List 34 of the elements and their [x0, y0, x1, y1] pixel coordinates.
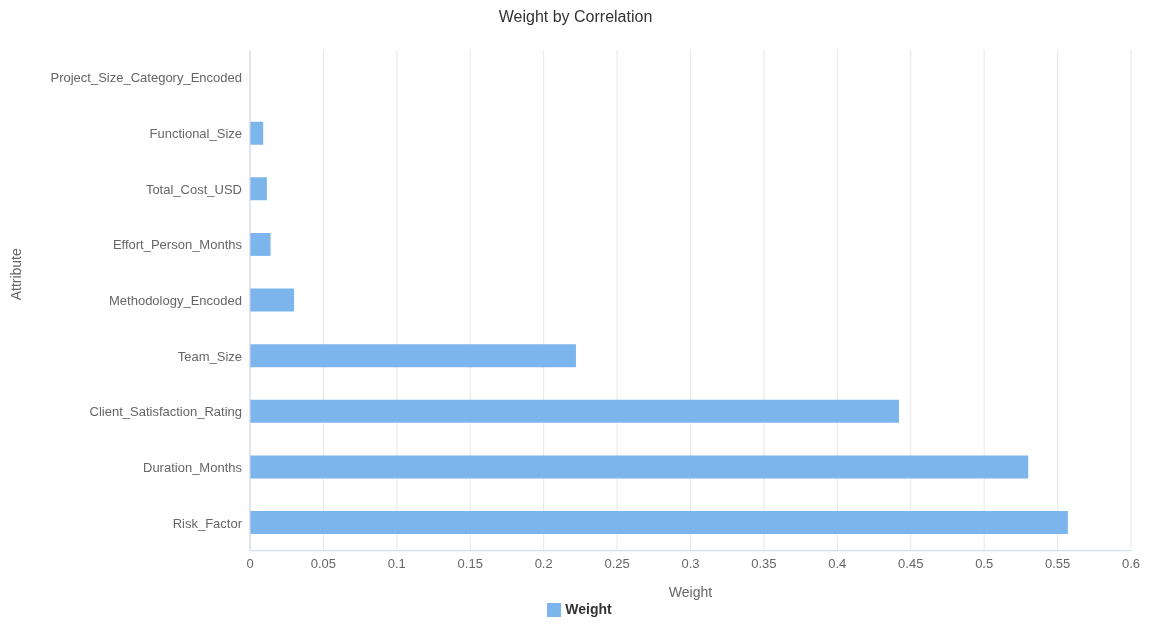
bar — [250, 455, 1029, 479]
x-tick-label: 0 — [246, 555, 254, 571]
y-axis-title: Attribute — [7, 248, 24, 301]
y-tick-label: Methodology_Encoded — [109, 292, 242, 308]
x-tick-label: 0.4 — [828, 555, 847, 571]
x-tick-label: 0.25 — [604, 555, 630, 571]
y-tick-label: Risk_Factor — [172, 515, 243, 531]
bar — [250, 288, 295, 312]
bar — [250, 399, 899, 423]
y-tick-label: Duration_Months — [143, 459, 243, 475]
bar — [250, 344, 576, 368]
x-tick-label: 0.6 — [1121, 555, 1141, 571]
x-axis-title: Weight — [668, 583, 713, 600]
legend-label: Weight — [565, 600, 612, 617]
y-tick-label: Client_Satisfaction_Rating — [89, 404, 242, 420]
y-tick-label: Team_Size — [177, 348, 242, 364]
x-tick-label: 0.3 — [681, 555, 700, 571]
y-tick-label: Effort_Person_Months — [112, 237, 243, 253]
x-tick-label: 0.5 — [975, 555, 994, 571]
x-tick-label: 0.2 — [534, 555, 553, 571]
bar — [250, 177, 267, 201]
y-tick-label: Project_Size_Category_Encoded — [50, 70, 242, 86]
x-tick-label: 0.35 — [751, 555, 777, 571]
bar — [250, 511, 1068, 535]
x-tick-label: 0.05 — [310, 555, 337, 571]
x-tick-label: 0.45 — [898, 555, 924, 571]
x-tick-label: 0.1 — [387, 555, 406, 571]
x-tick-label: 0.15 — [457, 555, 483, 571]
y-tick-label: Total_Cost_USD — [145, 181, 242, 197]
y-tick-label: Functional_Size — [149, 126, 242, 142]
chart-title: Weight by Correlation — [497, 8, 654, 27]
bar — [250, 121, 264, 145]
bar — [250, 232, 271, 256]
x-tick-label: 0.55 — [1044, 555, 1071, 571]
